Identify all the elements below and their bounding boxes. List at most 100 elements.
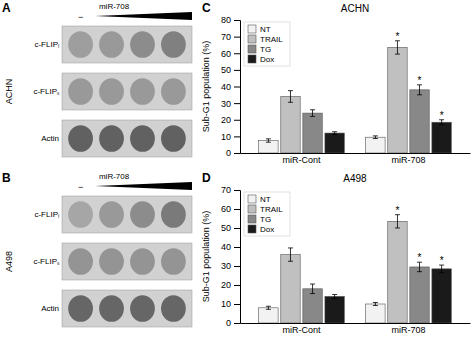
y-tick-mark bbox=[234, 120, 240, 121]
significance-label: * bbox=[396, 31, 400, 42]
y-tick: 40 bbox=[221, 82, 240, 92]
error-bar bbox=[395, 215, 400, 228]
bar bbox=[432, 269, 451, 323]
series bbox=[303, 85, 429, 153]
error-bar bbox=[288, 248, 293, 261]
y-tick-mark bbox=[234, 323, 240, 324]
y-tick: 20 bbox=[221, 280, 240, 290]
y-tick-mark bbox=[234, 103, 240, 104]
legend-swatch bbox=[248, 195, 256, 203]
y-axis: 010203040506070 bbox=[221, 185, 241, 328]
row-label: c-FLIPₗ bbox=[34, 40, 59, 49]
y-tick-label: 20 bbox=[221, 280, 231, 290]
row-label: Actin bbox=[41, 304, 59, 313]
series bbox=[325, 265, 451, 323]
bar bbox=[303, 113, 322, 153]
y-tick: 10 bbox=[221, 299, 240, 309]
y-tick: 80 bbox=[221, 15, 240, 25]
bar bbox=[281, 255, 300, 323]
error-bar bbox=[310, 284, 315, 294]
blot-band bbox=[161, 248, 186, 275]
y-tick: 50 bbox=[221, 223, 240, 233]
legend-item: NT bbox=[248, 195, 271, 204]
series bbox=[281, 215, 407, 323]
y-tick: 0 bbox=[226, 318, 240, 328]
legend-label: TG bbox=[260, 215, 271, 224]
blot-band bbox=[130, 125, 155, 152]
blot-band bbox=[99, 125, 124, 152]
y-tick-mark bbox=[234, 247, 240, 248]
x-tick-label: miR-708 bbox=[391, 325, 425, 335]
blot-panel: BmiR-708−c-FLIPₗc-FLIPₛActinA498 bbox=[2, 171, 192, 327]
y-tick-label: 30 bbox=[221, 99, 231, 109]
blot-band bbox=[68, 295, 93, 322]
y-tick: 10 bbox=[221, 132, 240, 142]
y-axis-line bbox=[234, 21, 241, 154]
bar bbox=[432, 122, 451, 153]
y-tick-label: 60 bbox=[221, 204, 231, 214]
legend-label: Dox bbox=[260, 225, 274, 234]
x-tick: miR-Cont bbox=[283, 153, 322, 165]
x-tick: miR-708 bbox=[391, 153, 425, 165]
bar bbox=[388, 47, 407, 153]
x-tick-label: miR-Cont bbox=[283, 325, 322, 335]
y-tick-mark bbox=[234, 37, 240, 38]
plot-area: 010203040506070miR-ContmiR-708***NTTRAIL… bbox=[221, 185, 471, 335]
legend-label: NT bbox=[260, 25, 271, 34]
x-tick-label: miR-708 bbox=[391, 155, 425, 165]
y-tick-mark bbox=[234, 20, 240, 21]
series bbox=[303, 262, 429, 323]
y-tick: 50 bbox=[221, 65, 240, 75]
blot-band bbox=[161, 125, 186, 152]
legend-item: Dox bbox=[248, 225, 274, 234]
y-tick-mark bbox=[234, 53, 240, 54]
error-bar bbox=[417, 85, 422, 95]
cell-line-label: ACHN bbox=[4, 79, 14, 105]
y-axis-title: Sub-G1 population (%) bbox=[201, 211, 211, 303]
error-bar bbox=[373, 302, 378, 305]
legend-swatch bbox=[248, 205, 256, 213]
y-tick-mark bbox=[234, 304, 240, 305]
chart-title: ACHN bbox=[341, 3, 369, 14]
y-tick: 30 bbox=[221, 99, 240, 109]
significance-label: * bbox=[396, 205, 400, 216]
error-bar bbox=[395, 41, 400, 54]
y-tick: 60 bbox=[221, 49, 240, 59]
row-label: c-FLIPₛ bbox=[33, 257, 60, 266]
blot-band bbox=[99, 295, 124, 322]
y-tick-mark bbox=[234, 70, 240, 71]
bar-panel: DA498010203040506070miR-ContmiR-708***NT… bbox=[201, 171, 471, 335]
y-tick-mark bbox=[234, 285, 240, 286]
error-bar bbox=[373, 136, 378, 139]
error-bar bbox=[332, 132, 337, 135]
bar-panel: CACHN01020304050607080miR-ContmiR-708***… bbox=[201, 1, 471, 165]
blot-band bbox=[161, 31, 186, 58]
y-tick: 60 bbox=[221, 204, 240, 214]
bar bbox=[325, 296, 344, 323]
y-tick-label: 20 bbox=[221, 115, 231, 125]
error-bar bbox=[417, 262, 422, 272]
y-tick-label: 10 bbox=[221, 132, 231, 142]
legend-label: TRAIL bbox=[260, 35, 283, 44]
legend-item: NT bbox=[248, 25, 271, 34]
error-bar bbox=[266, 306, 271, 309]
x-tick: miR-708 bbox=[391, 323, 425, 335]
legend-item: TRAIL bbox=[248, 205, 283, 214]
y-tick-label: 0 bbox=[226, 318, 231, 328]
blot-strip bbox=[62, 26, 192, 63]
blot-strip bbox=[62, 290, 192, 327]
legend: NTTRAILTGDox bbox=[244, 192, 290, 236]
y-tick-label: 50 bbox=[221, 223, 231, 233]
blot-band bbox=[130, 295, 155, 322]
y-tick-label: 80 bbox=[221, 15, 231, 25]
x-tick-label: miR-Cont bbox=[283, 155, 322, 165]
y-tick: 30 bbox=[221, 261, 240, 271]
y-axis-title: Sub-G1 population (%) bbox=[201, 41, 211, 133]
dose-wedge bbox=[95, 12, 192, 20]
row-label: c-FLIPₛ bbox=[33, 87, 60, 96]
legend-item: Dox bbox=[248, 55, 274, 64]
blot-band bbox=[99, 201, 124, 228]
legend-item: TG bbox=[248, 45, 271, 54]
blot-band bbox=[68, 201, 93, 228]
series bbox=[325, 120, 451, 153]
